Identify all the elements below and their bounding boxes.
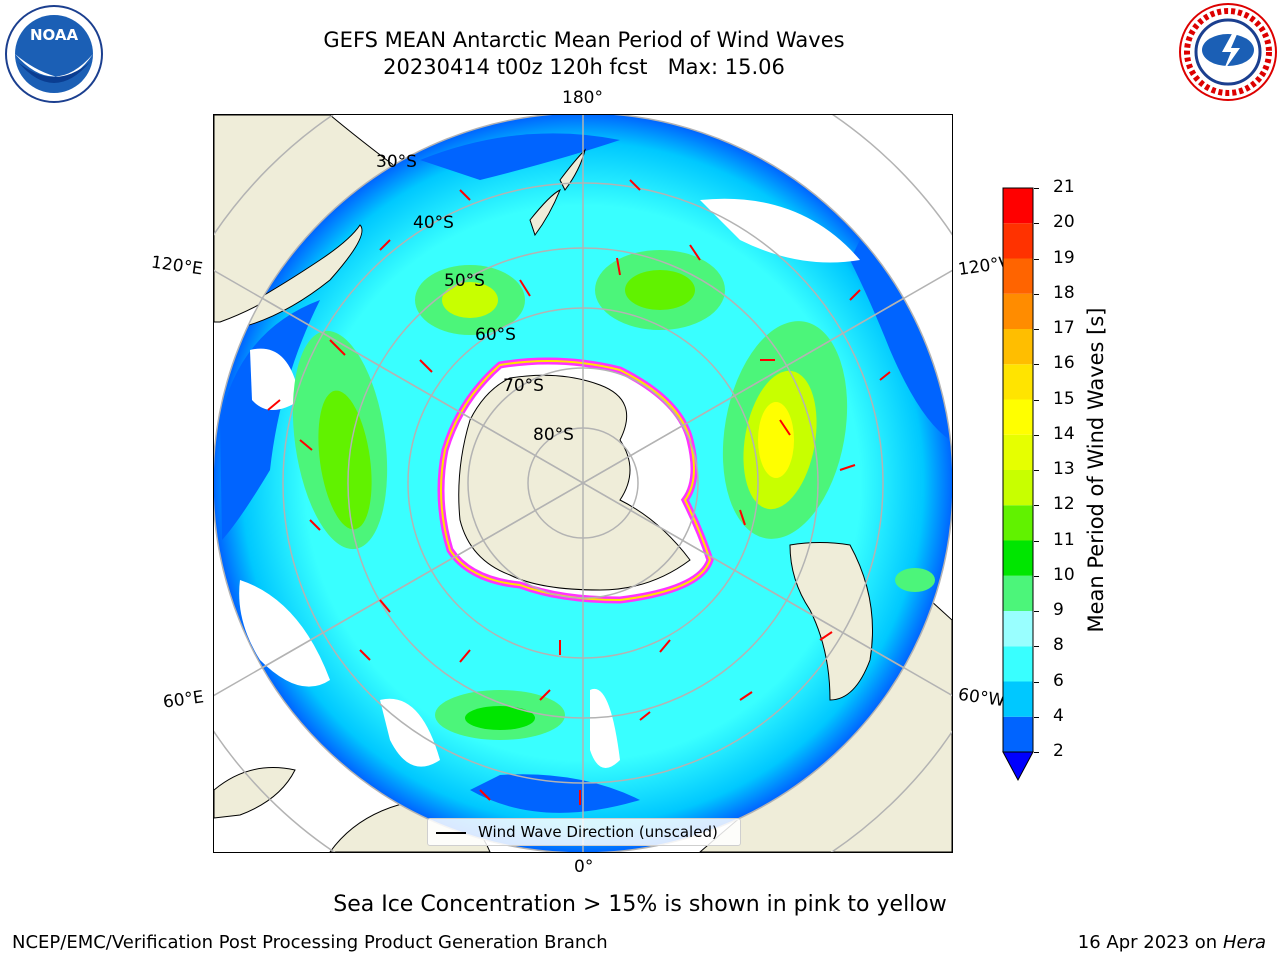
colorbar-tick-mark: [1034, 540, 1039, 542]
footer-date: 16 Apr 2023 on Hera: [1078, 932, 1266, 953]
colorbar-tick-mark: [1034, 223, 1039, 225]
colorbar-segment: [1003, 540, 1033, 576]
lat-label-30s: 30°S: [376, 152, 417, 172]
colorbar-tick-label: 9: [1053, 600, 1064, 620]
colorbar-tick-label: 10: [1053, 564, 1075, 585]
colorbar-segment: [1003, 505, 1033, 541]
colorbar-tick-label: 18: [1053, 282, 1075, 303]
colorbar-tick-label: 17: [1053, 318, 1075, 338]
colorbar-tick-mark: [1034, 399, 1039, 401]
lon-label-0: 0°: [574, 857, 594, 877]
colorbar-tick-mark: [1034, 470, 1039, 471]
lat-label-70s: 70°S: [503, 376, 544, 396]
colorbar-segment: [1003, 223, 1033, 259]
sea-ice-caption: Sea Ice Concentration > 15% is shown in …: [333, 892, 947, 917]
colorbar-tick-mark: [1034, 505, 1039, 507]
colorbar-tick-label: 13: [1053, 459, 1075, 479]
colorbar-tick-mark: [1034, 293, 1039, 295]
colorbar-segment: [1003, 329, 1033, 365]
colorbar-tick-mark: [1034, 258, 1039, 260]
colorbar-tick-label: 2: [1053, 741, 1064, 761]
colorbar-segment: [1003, 399, 1033, 435]
colorbar-extend-arrow: [1002, 751, 1034, 782]
colorbar-tick-mark: [1034, 434, 1039, 436]
legend-line: [436, 832, 466, 834]
colorbar-tick-label: 4: [1053, 705, 1064, 726]
noaa-logo: NOAA: [5, 5, 103, 103]
wind-wave-arrows: [267, 179, 891, 805]
nws-logo: [1179, 3, 1277, 101]
colorbar-segment: [1003, 188, 1033, 224]
colorbar-tick-label: 15: [1053, 388, 1075, 409]
colorbar-tick-label: 20: [1053, 212, 1075, 233]
colorbar-tick-mark: [1034, 329, 1039, 330]
lon-label-180: 180°: [562, 88, 603, 108]
colorbar-tick-mark: [1034, 681, 1039, 683]
title-line-2: 20230414 t00z 120h fcst Max: 15.06: [383, 55, 785, 79]
lat-label-40s: 40°S: [413, 213, 454, 233]
colorbar-segment: [1003, 258, 1033, 294]
lat-label-60s: 60°S: [475, 325, 516, 345]
colorbar-tick-mark: [1034, 716, 1039, 718]
colorbar-label: Mean Period of Wind Waves [s]: [1084, 307, 1108, 633]
map-frame: [213, 114, 953, 853]
colorbar-segment: [1003, 434, 1033, 470]
colorbar-segment: [1003, 470, 1033, 506]
colorbar-tick-label: 12: [1053, 494, 1075, 515]
footer-date-text: 16 Apr 2023 on: [1077, 932, 1223, 953]
colorbar-tick-mark: [1034, 611, 1039, 612]
lat-label-50s: 50°S: [444, 271, 485, 291]
colorbar-tick-mark: [1034, 646, 1039, 648]
colorbar-tick-label: 8: [1053, 635, 1064, 656]
colorbar-tick-mark: [1034, 575, 1039, 577]
colorbar: [1002, 187, 1034, 782]
colorbar-segment: [1003, 364, 1033, 400]
colorbar-tick-label: 11: [1053, 529, 1075, 550]
antarctica: [458, 374, 691, 591]
colorbar-segment: [1003, 293, 1033, 329]
footer-host: Hera: [1222, 932, 1266, 953]
colorbar-tick-label: 14: [1053, 423, 1075, 444]
colorbar-segment: [1003, 646, 1033, 682]
title-line-1: GEFS MEAN Antarctic Mean Period of Wind …: [323, 28, 845, 52]
colorbar-segment: [1003, 716, 1033, 752]
colorbar-segment: [1003, 575, 1033, 611]
graticule: [214, 115, 952, 852]
svg-text:NOAA: NOAA: [30, 26, 79, 44]
footer-credit: NCEP/EMC/Verification Post Processing Pr…: [12, 932, 608, 953]
colorbar-tick-label: 19: [1053, 247, 1075, 268]
colorbar-tick-label: 6: [1053, 670, 1064, 691]
colorbar-tick-mark: [1034, 752, 1039, 753]
colorbar-tick-mark: [1034, 364, 1039, 366]
map-legend: Wind Wave Direction (unscaled): [427, 818, 741, 846]
colorbar-segment: [1003, 611, 1033, 647]
legend-label: Wind Wave Direction (unscaled): [478, 823, 718, 841]
colorbar-segment: [1003, 681, 1033, 717]
lat-label-80s: 80°S: [533, 425, 574, 445]
colorbar-tick-mark: [1034, 188, 1039, 189]
colorbar-tick-label: 21: [1053, 177, 1075, 197]
colorbar-tick-label: 16: [1053, 353, 1075, 374]
